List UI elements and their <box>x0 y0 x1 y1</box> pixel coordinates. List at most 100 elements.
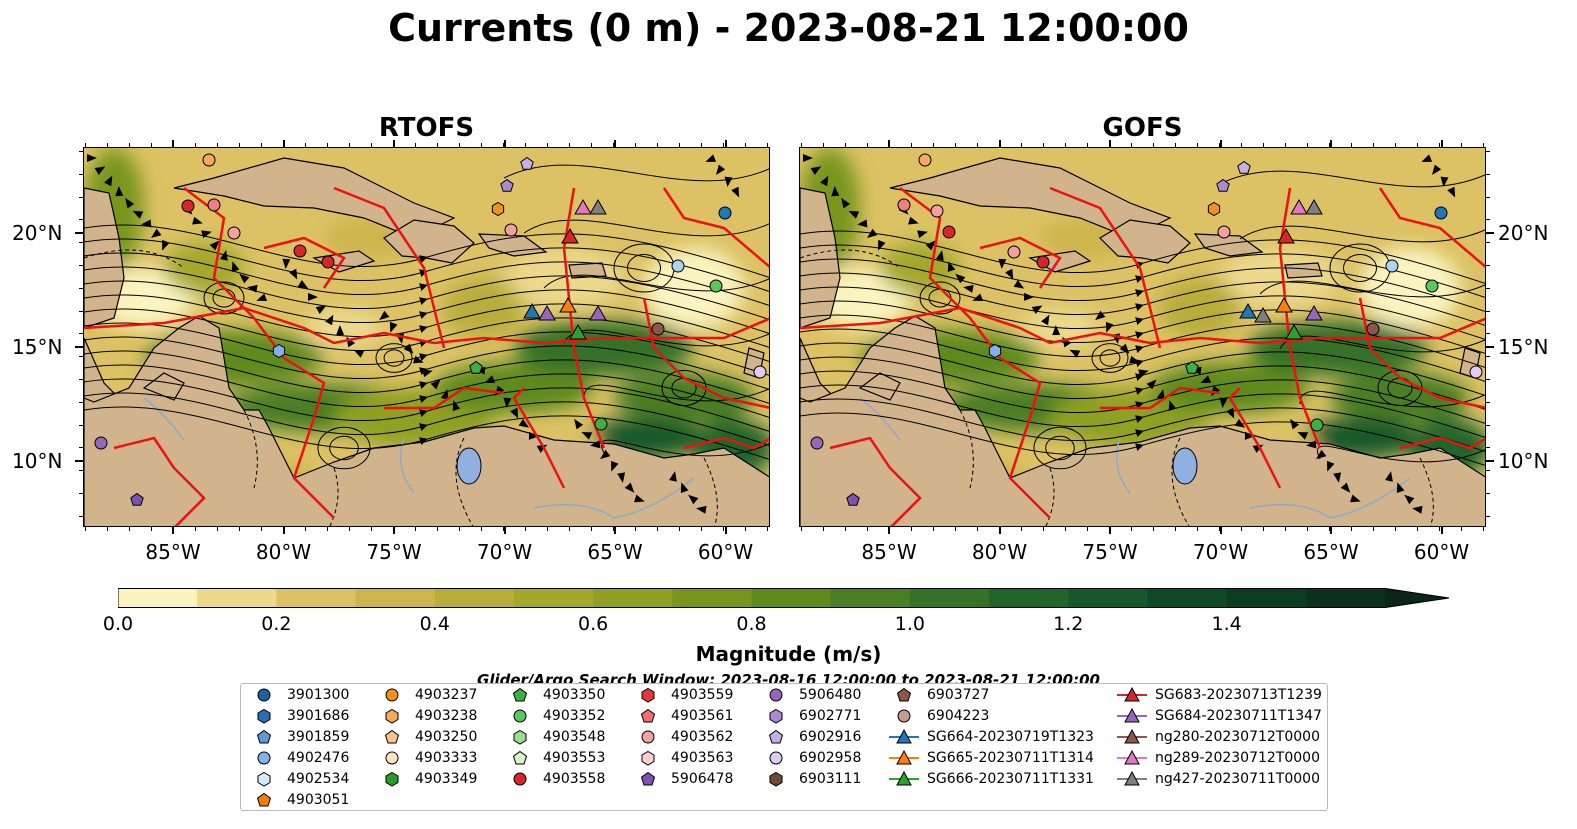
y-minor-tick <box>1486 151 1490 152</box>
legend-label: 4903352 <box>543 708 606 724</box>
x-tick-mark <box>393 527 395 534</box>
circle-marker-icon <box>769 688 783 702</box>
legend-label: 4903237 <box>415 687 478 703</box>
y-minor-tick <box>79 196 83 198</box>
colorbar-segment <box>751 588 832 608</box>
rtofs-map <box>83 147 770 527</box>
legend-item: 4902534 <box>249 769 349 789</box>
legend-label: ng427-20230711T0000 <box>1155 771 1320 787</box>
x-minor-tick <box>1021 527 1022 531</box>
pentagon-marker-icon <box>640 708 656 723</box>
legend-label: 4903051 <box>287 792 350 808</box>
circle-marker-icon <box>641 730 655 744</box>
x-minor-tick <box>305 527 306 531</box>
x-tick-mark <box>1109 527 1111 534</box>
x-tick-mark <box>503 140 506 147</box>
figure-title: Currents (0 m) - 2023-08-21 12:00:00 <box>388 6 1189 50</box>
y-tick-mark <box>75 232 83 234</box>
x-minor-tick <box>1483 143 1484 147</box>
legend-label: SG665-20230711T1314 <box>927 750 1094 766</box>
glider-marker <box>559 296 577 313</box>
x-minor-tick <box>767 143 768 147</box>
x-minor-tick <box>1087 527 1088 531</box>
legend-item: 6903111 <box>761 769 861 789</box>
x-tick-mark <box>1440 527 1443 534</box>
x-minor-tick <box>283 143 284 147</box>
colorbar-segment <box>909 588 990 608</box>
legend-label: 6902958 <box>799 750 862 766</box>
x-minor-tick <box>393 143 394 147</box>
x-tick-label: 80°W <box>255 540 312 564</box>
x-tick-mark <box>503 527 506 534</box>
x-minor-tick <box>1153 143 1154 147</box>
triangle-marker-icon <box>889 771 919 786</box>
float-marker <box>1207 201 1221 217</box>
x-tick-label: 80°W <box>971 540 1028 564</box>
x-minor-tick <box>1329 143 1330 147</box>
x-minor-tick <box>239 527 240 531</box>
x-minor-tick <box>371 527 372 531</box>
float-marker <box>651 322 665 336</box>
colorbar-segment <box>1147 588 1228 608</box>
x-minor-tick <box>173 527 174 531</box>
legend-item: 5906480 <box>761 685 861 705</box>
x-minor-tick <box>1439 143 1440 147</box>
legend-item: 6902958 <box>761 748 861 768</box>
y-minor-tick <box>1486 333 1490 335</box>
y-minor-tick <box>79 287 83 289</box>
legend-label: 6903727 <box>927 687 990 703</box>
y-tick-label-right: 15°N <box>1498 335 1549 359</box>
float-marker <box>753 365 767 379</box>
legend-item: 4903561 <box>633 706 733 726</box>
triangle-marker-icon <box>1117 729 1147 744</box>
pentagon-marker-icon <box>256 792 272 807</box>
y-tick-label-right: 10°N <box>1498 449 1549 473</box>
x-minor-tick <box>283 527 284 531</box>
x-minor-tick <box>459 143 460 147</box>
x-minor-tick <box>261 527 262 531</box>
legend-item: 4902476 <box>249 748 349 768</box>
x-tick-mark <box>1109 140 1111 147</box>
panel-title-rtofs: RTOFS <box>378 113 475 143</box>
colorbar-tick-label: 0.8 <box>736 613 767 635</box>
float-marker <box>1469 365 1483 379</box>
x-minor-tick <box>1087 143 1088 147</box>
float-marker <box>897 198 911 212</box>
circle-marker-icon <box>257 751 271 765</box>
x-tick-mark <box>614 527 616 534</box>
float-marker <box>1185 360 1199 374</box>
y-tick-mark <box>1486 460 1494 462</box>
y-minor-tick <box>1486 424 1490 426</box>
x-minor-tick <box>1395 143 1396 147</box>
x-minor-tick <box>327 527 328 531</box>
x-tick-label: 85°W <box>861 540 917 564</box>
colorbar-segment <box>513 588 594 608</box>
float-marker <box>181 199 195 213</box>
float-marker <box>469 360 483 374</box>
legend-item: 4903352 <box>505 706 605 726</box>
legend-item: 6904223 <box>889 706 989 726</box>
x-tick-mark <box>724 140 727 147</box>
float-marker <box>1425 279 1439 293</box>
x-minor-tick <box>977 527 978 531</box>
legend-label: 6902916 <box>799 729 862 745</box>
triangle-marker-icon <box>889 729 919 744</box>
pentagon-marker-icon <box>768 729 784 744</box>
float-marker <box>1216 178 1230 192</box>
colorbar-tick-label: 1.0 <box>894 613 925 635</box>
hexagon-marker-icon <box>257 708 271 724</box>
legend-item: 4903051 <box>249 790 349 810</box>
colorbar-segment <box>672 588 752 608</box>
x-tick-mark <box>614 140 616 147</box>
y-tick-mark <box>1486 346 1494 348</box>
pentagon-marker-icon <box>512 687 528 702</box>
x-minor-tick <box>393 527 394 531</box>
circle-marker-icon <box>513 709 527 723</box>
circle-marker-icon <box>513 772 527 786</box>
legend-item: 4903237 <box>377 685 477 705</box>
x-minor-tick <box>261 143 262 147</box>
glider-marker <box>538 304 556 321</box>
x-minor-tick <box>1197 143 1198 147</box>
x-minor-tick <box>547 527 548 531</box>
legend-label: 3901300 <box>287 687 350 703</box>
